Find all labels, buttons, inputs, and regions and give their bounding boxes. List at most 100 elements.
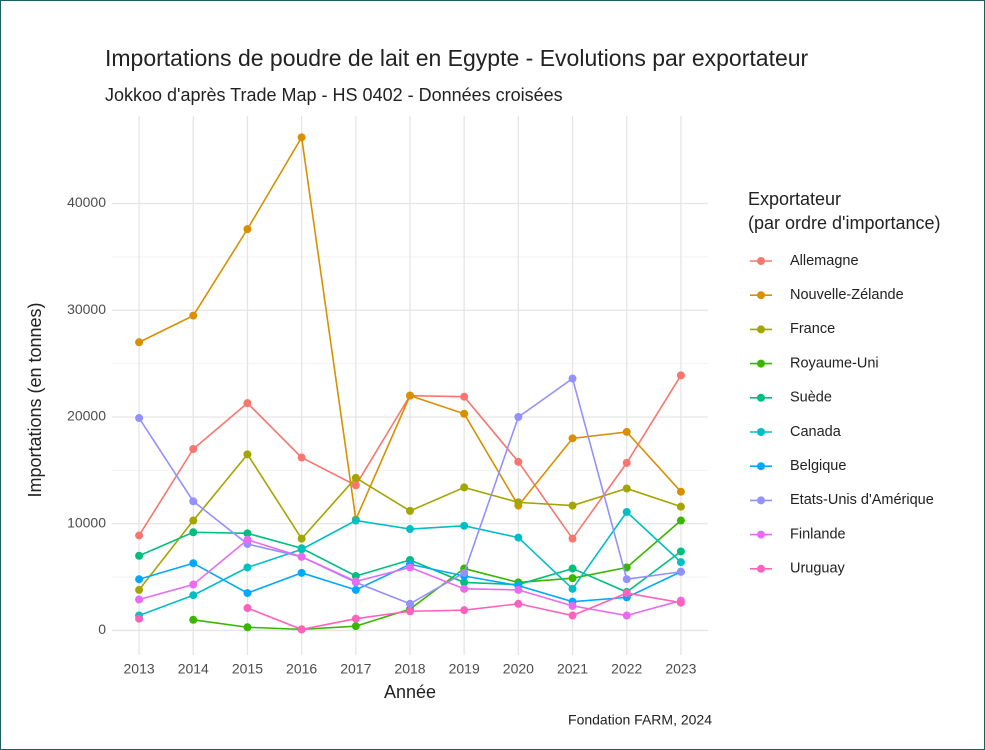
data-point — [297, 545, 306, 554]
data-point — [135, 585, 144, 594]
data-point — [406, 525, 414, 534]
x-tick-label: 2018 — [394, 661, 425, 677]
data-point — [243, 623, 252, 632]
data-point — [189, 516, 198, 525]
data-point — [514, 585, 523, 594]
data-point — [514, 533, 523, 542]
data-point — [460, 578, 469, 587]
legend-label: France — [790, 321, 835, 337]
data-point — [351, 481, 360, 490]
data-point — [351, 473, 360, 482]
legend-label: Nouvelle-Zélande — [790, 287, 904, 303]
data-point — [406, 563, 414, 572]
data-point — [622, 575, 631, 584]
data-point — [297, 133, 306, 142]
y-axis-label: Importations (en tonnes) — [25, 302, 45, 497]
data-point — [189, 580, 198, 589]
x-tick-label: 2019 — [449, 661, 480, 677]
legend-key — [757, 428, 765, 436]
x-tick-label: 2014 — [178, 661, 209, 677]
data-point — [243, 563, 252, 572]
data-point — [568, 434, 577, 443]
chart-subtitle: Jokkoo d'après Trade Map - HS 0402 - Don… — [105, 85, 563, 105]
data-point — [460, 584, 469, 593]
data-point — [622, 507, 631, 516]
data-point — [243, 589, 252, 598]
data-point — [243, 535, 252, 544]
x-tick-label: 2022 — [611, 661, 642, 677]
data-point — [135, 338, 144, 347]
x-tick-label: 2016 — [286, 661, 317, 677]
data-point — [351, 585, 360, 594]
legend-key — [757, 530, 765, 539]
y-tick-label: 0 — [98, 621, 106, 637]
data-point — [514, 457, 523, 466]
data-point — [189, 528, 198, 537]
data-point — [189, 445, 198, 454]
data-point — [297, 534, 306, 543]
data-point — [568, 374, 577, 383]
legend-label: Belgique — [790, 458, 846, 474]
legend-title: Exportateur — [748, 189, 841, 209]
data-point — [622, 484, 631, 493]
legend-label: Royaume-Uni — [790, 355, 879, 371]
data-point — [135, 614, 144, 623]
data-point — [351, 516, 360, 525]
y-tick-label: 10000 — [67, 514, 106, 530]
data-point — [135, 575, 144, 584]
data-point — [189, 615, 198, 624]
legend-key — [757, 325, 765, 334]
legend-label: Allemagne — [790, 253, 859, 269]
x-tick-label: 2023 — [665, 661, 696, 677]
legend-title: (par ordre d'importance) — [748, 213, 941, 233]
data-point — [514, 599, 523, 608]
data-point — [460, 483, 469, 492]
data-point — [135, 595, 144, 604]
data-point — [243, 225, 252, 234]
x-tick-label: 2020 — [503, 661, 534, 677]
data-point — [351, 622, 360, 631]
data-point — [676, 502, 685, 511]
data-point — [189, 559, 198, 568]
data-point — [135, 414, 144, 423]
data-point — [297, 552, 306, 561]
data-point — [243, 529, 252, 538]
legend-key — [757, 393, 765, 402]
data-point — [622, 458, 631, 467]
data-point — [622, 589, 631, 598]
caption: Fondation FARM, 2024 — [568, 712, 712, 728]
data-point — [406, 506, 414, 515]
legend-label: Finlande — [790, 526, 846, 542]
data-point — [568, 534, 577, 543]
data-point — [243, 604, 252, 613]
data-point — [514, 412, 523, 421]
x-tick-label: 2013 — [124, 661, 155, 677]
data-point — [568, 564, 577, 573]
data-point — [135, 531, 144, 540]
data-point — [135, 551, 144, 560]
data-point — [622, 611, 631, 620]
legend-label: Suède — [790, 390, 832, 406]
data-point — [676, 567, 685, 576]
chart-title: Importations de poudre de lait en Egypte… — [105, 45, 809, 71]
legend-label: Etats-Unis d'Amérique — [790, 492, 934, 508]
data-point — [676, 371, 685, 380]
x-tick-label: 2021 — [557, 661, 588, 677]
data-point — [406, 599, 414, 608]
data-point — [460, 521, 469, 530]
data-point — [460, 409, 469, 418]
data-point — [568, 601, 577, 610]
data-point — [676, 547, 685, 556]
data-point — [243, 450, 252, 459]
legend-key — [757, 496, 765, 505]
y-tick-label: 40000 — [67, 194, 106, 210]
data-point — [460, 606, 469, 615]
x-tick-label: 2017 — [340, 661, 371, 677]
y-tick-label: 30000 — [67, 301, 106, 317]
data-point — [568, 611, 577, 620]
legend-label: Canada — [790, 424, 842, 440]
data-point — [514, 498, 523, 507]
data-point — [568, 501, 577, 510]
data-point — [297, 625, 306, 634]
